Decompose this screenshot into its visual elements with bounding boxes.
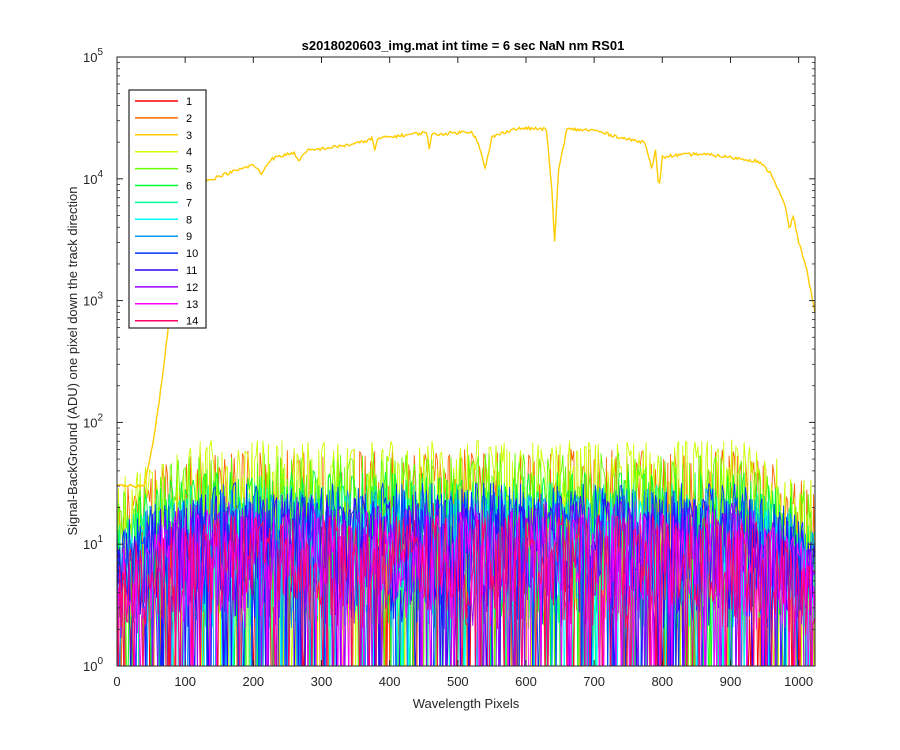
y-axis-label: Signal-BackGround (ADU) one pixel down t…	[65, 186, 80, 535]
x-tick-label: 400	[379, 674, 401, 689]
y-tick-label: 100	[83, 656, 103, 674]
y-tick-label: 102	[83, 412, 103, 430]
x-tick-label: 700	[583, 674, 605, 689]
legend-label-11: 11	[186, 265, 197, 277]
series-line-11	[117, 494, 815, 666]
series-line-3	[117, 125, 815, 489]
x-axis-label: Wavelength Pixels	[413, 696, 520, 711]
legend-label-10: 10	[186, 248, 198, 260]
legend-label-5: 5	[186, 164, 192, 176]
legend-label-12: 12	[186, 282, 198, 294]
series-line-14	[117, 514, 815, 666]
series-line-2	[117, 449, 815, 666]
x-tick-label: 900	[720, 674, 742, 689]
y-tick-label: 105	[83, 47, 103, 65]
legend-label-1: 1	[186, 96, 192, 108]
legend-label-14: 14	[186, 316, 198, 328]
x-tick-label: 300	[311, 674, 333, 689]
legend-label-7: 7	[186, 197, 192, 209]
y-tick-label: 101	[83, 534, 103, 552]
x-tick-label: 200	[242, 674, 264, 689]
legend-label-9: 9	[186, 231, 192, 243]
y-tick-label: 104	[83, 169, 103, 187]
y-tick-label: 103	[83, 291, 103, 309]
series-lines	[117, 125, 815, 666]
axis-ticks: 0 100 200 300 400 500 600 700 800 900 100010010110…	[83, 47, 815, 689]
legend-box	[128, 89, 207, 329]
x-tick-label: 100	[174, 674, 196, 689]
legend-label-2: 2	[186, 113, 192, 125]
x-tick-label: 0	[113, 674, 120, 689]
x-tick-label: 800	[651, 674, 673, 689]
legend-label-6: 6	[186, 181, 192, 193]
legend-label-3: 3	[186, 130, 192, 142]
x-tick-label: 500	[447, 674, 469, 689]
legend-label-4: 4	[186, 147, 192, 159]
legend-label-13: 13	[186, 299, 198, 311]
chart-title: s2018020603_img.mat int time = 6 sec NaN…	[302, 38, 625, 53]
legend-label-8: 8	[186, 214, 192, 226]
x-tick-label: 1000	[784, 674, 813, 689]
plot-frame	[116, 56, 816, 667]
x-tick-label: 600	[515, 674, 537, 689]
